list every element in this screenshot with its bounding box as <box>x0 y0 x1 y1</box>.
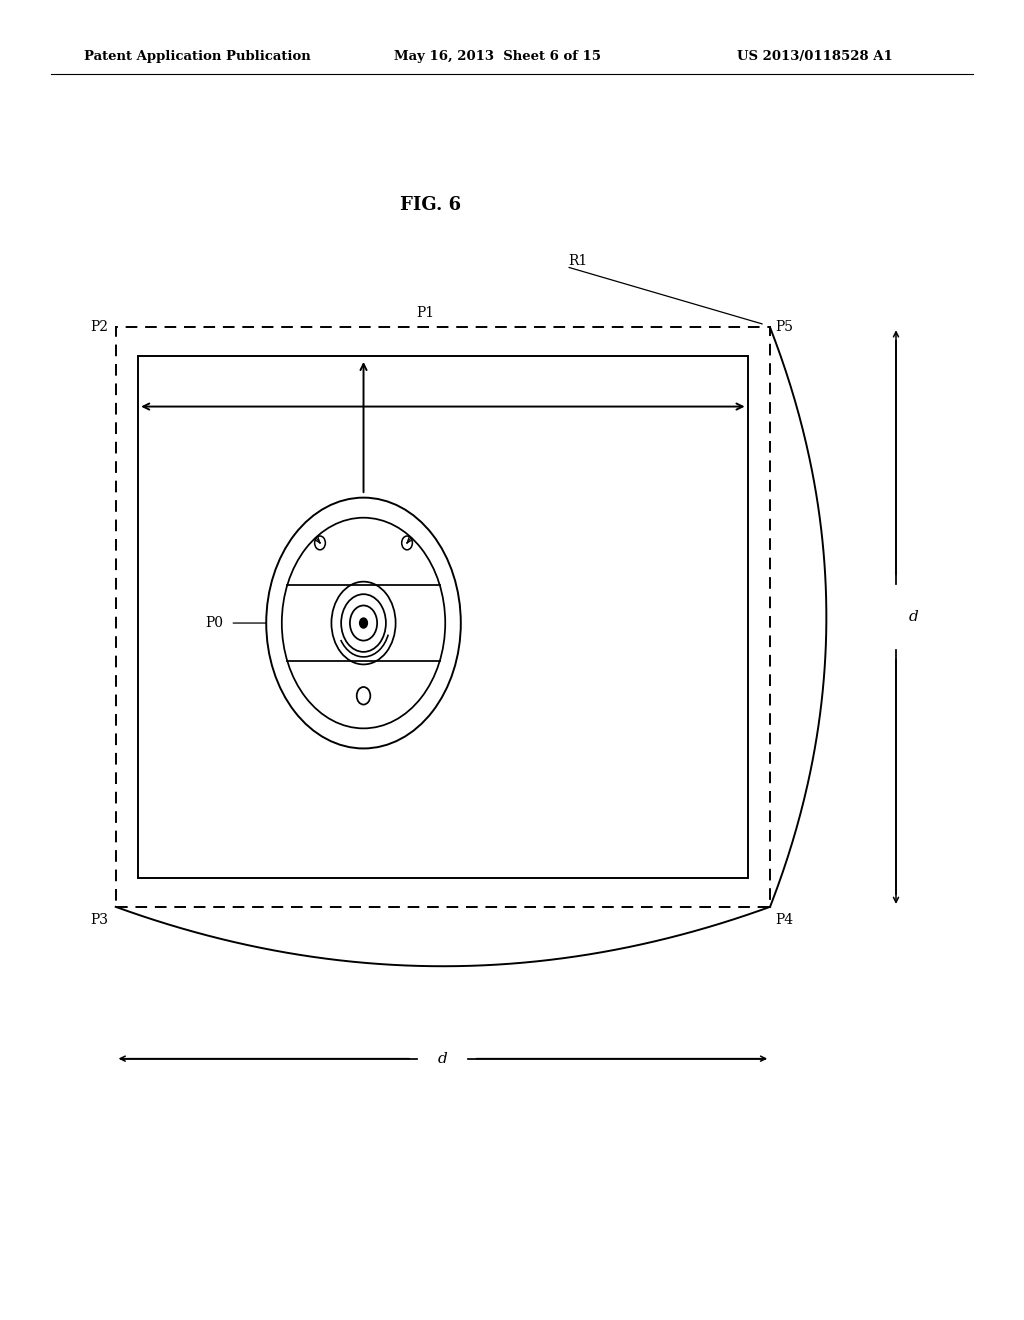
Text: R1: R1 <box>568 255 588 268</box>
Text: P3: P3 <box>90 913 109 928</box>
Circle shape <box>266 498 461 748</box>
Bar <box>138 356 748 878</box>
Text: d: d <box>908 610 919 624</box>
Text: Patent Application Publication: Patent Application Publication <box>84 50 310 63</box>
Text: P4: P4 <box>775 913 794 928</box>
Text: d: d <box>438 1052 447 1065</box>
Text: US 2013/0118528 A1: US 2013/0118528 A1 <box>737 50 893 63</box>
Circle shape <box>359 618 368 628</box>
Text: P5: P5 <box>775 321 794 334</box>
Text: P2: P2 <box>90 321 109 334</box>
Circle shape <box>282 517 445 729</box>
Text: P1: P1 <box>416 306 434 319</box>
Text: May 16, 2013  Sheet 6 of 15: May 16, 2013 Sheet 6 of 15 <box>394 50 601 63</box>
Circle shape <box>401 536 413 550</box>
Circle shape <box>314 536 326 550</box>
Text: FIG. 6: FIG. 6 <box>399 195 461 214</box>
Text: P0: P0 <box>205 616 223 630</box>
Bar <box>116 327 770 907</box>
